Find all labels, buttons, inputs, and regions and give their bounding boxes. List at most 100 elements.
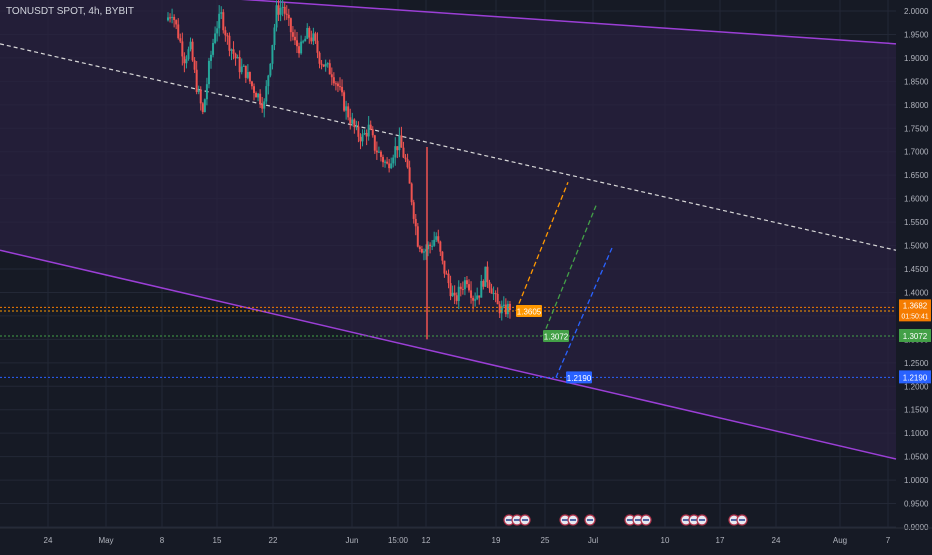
channel-upper-line — [240, 0, 897, 45]
candle-body — [435, 236, 438, 240]
candle-body — [406, 159, 409, 168]
candle-body — [181, 41, 184, 57]
candle-body — [422, 251, 425, 253]
candle-body — [506, 303, 509, 315]
time-tick-label: 19 — [492, 536, 501, 545]
candle-body — [195, 69, 198, 92]
candle-body — [304, 38, 307, 42]
candle-body — [482, 281, 485, 287]
candle-body — [214, 33, 217, 43]
level-tag — [543, 329, 569, 342]
candle-body — [414, 218, 417, 227]
candle-body — [457, 286, 460, 301]
price-badge — [899, 328, 931, 342]
candles — [167, 0, 511, 340]
candle-body — [269, 63, 272, 76]
candle-body — [369, 124, 372, 130]
candle-body — [394, 146, 397, 158]
candle-body — [257, 93, 260, 98]
candle-body — [408, 167, 411, 184]
candle-body — [339, 86, 341, 88]
candle-body — [220, 12, 223, 14]
candle-body — [328, 63, 331, 75]
candle-body — [287, 14, 290, 19]
candle-body — [490, 288, 493, 294]
candle-body — [478, 295, 481, 298]
price-tick-label: 1.6000 — [904, 195, 929, 204]
candle-body — [185, 59, 188, 64]
candle-body — [341, 86, 344, 93]
candle-body — [468, 284, 470, 291]
candle-body — [433, 239, 436, 246]
candle-body — [412, 202, 415, 219]
channel-fill — [0, 0, 896, 459]
event-icons — [503, 514, 748, 526]
price-tick-label: 1.7500 — [904, 124, 929, 133]
candle-body — [255, 92, 258, 98]
candle-body — [343, 92, 346, 111]
candle-body — [212, 42, 215, 55]
candle-body — [447, 273, 450, 284]
candle-body — [228, 35, 231, 51]
price-badge — [899, 370, 931, 384]
candle-body — [314, 33, 317, 41]
candle-body — [400, 135, 403, 148]
candle-body — [453, 292, 456, 296]
candle-body — [334, 83, 337, 85]
candle-body — [300, 41, 303, 54]
candle-body — [416, 226, 419, 247]
candle-body — [175, 20, 178, 25]
candle-body — [265, 86, 268, 102]
candle-body — [263, 101, 266, 109]
time-tick-label: 12 — [422, 536, 431, 545]
candle-body — [494, 293, 497, 295]
time-tick-label: 15:00 — [388, 536, 409, 545]
candle-body — [502, 304, 505, 307]
candle-body — [222, 12, 225, 31]
candle-body — [396, 146, 399, 151]
candle-body — [345, 106, 348, 111]
candle-body — [199, 90, 202, 104]
candle-body — [388, 163, 391, 169]
candle-body — [291, 32, 294, 37]
time-tick-label: 8 — [160, 536, 165, 545]
candle-body — [210, 54, 212, 61]
price-axis: 2.0000 1.9500 1.9000 1.8500 1.8000 1.7500 1.70… — [899, 7, 931, 532]
candle-body — [500, 306, 503, 314]
candle-body — [171, 16, 174, 18]
candle-body — [193, 60, 196, 70]
candle-body — [410, 183, 413, 203]
candle-body — [377, 151, 380, 153]
time-tick-label: 24 — [44, 536, 53, 545]
candle-body — [351, 119, 354, 124]
candle-body — [455, 295, 458, 301]
price-tick-label: 2.0000 — [904, 7, 929, 16]
candle-body — [476, 295, 479, 300]
level-tag — [566, 371, 592, 384]
candle-body — [474, 299, 477, 301]
candle-body — [398, 135, 401, 151]
candle-body — [259, 93, 262, 105]
time-tick-label: 7 — [886, 536, 891, 545]
candle-body — [445, 273, 448, 275]
symbol-title: TONUSDT SPOT, 4h, BYBIT — [6, 6, 134, 17]
candle-body — [425, 249, 427, 252]
current-price-countdown: 01:50:41 — [901, 313, 928, 320]
candle-body — [322, 64, 325, 67]
candle-body — [183, 56, 186, 64]
candle-body — [496, 293, 499, 305]
price-tick-label: 1.1500 — [904, 406, 929, 415]
candle-body — [173, 16, 176, 21]
candle-body — [277, 5, 280, 15]
price-tick-label: 1.0500 — [904, 453, 929, 462]
candle-body — [316, 40, 319, 53]
candle-body — [230, 49, 233, 51]
candle-body — [253, 86, 255, 93]
candle-body — [205, 84, 208, 100]
price-tick-label: 1.7000 — [904, 148, 929, 157]
candle-body — [459, 286, 462, 289]
price-tick-label: 1.4000 — [904, 288, 929, 297]
price-tick-label: 1.0000 — [904, 476, 929, 485]
